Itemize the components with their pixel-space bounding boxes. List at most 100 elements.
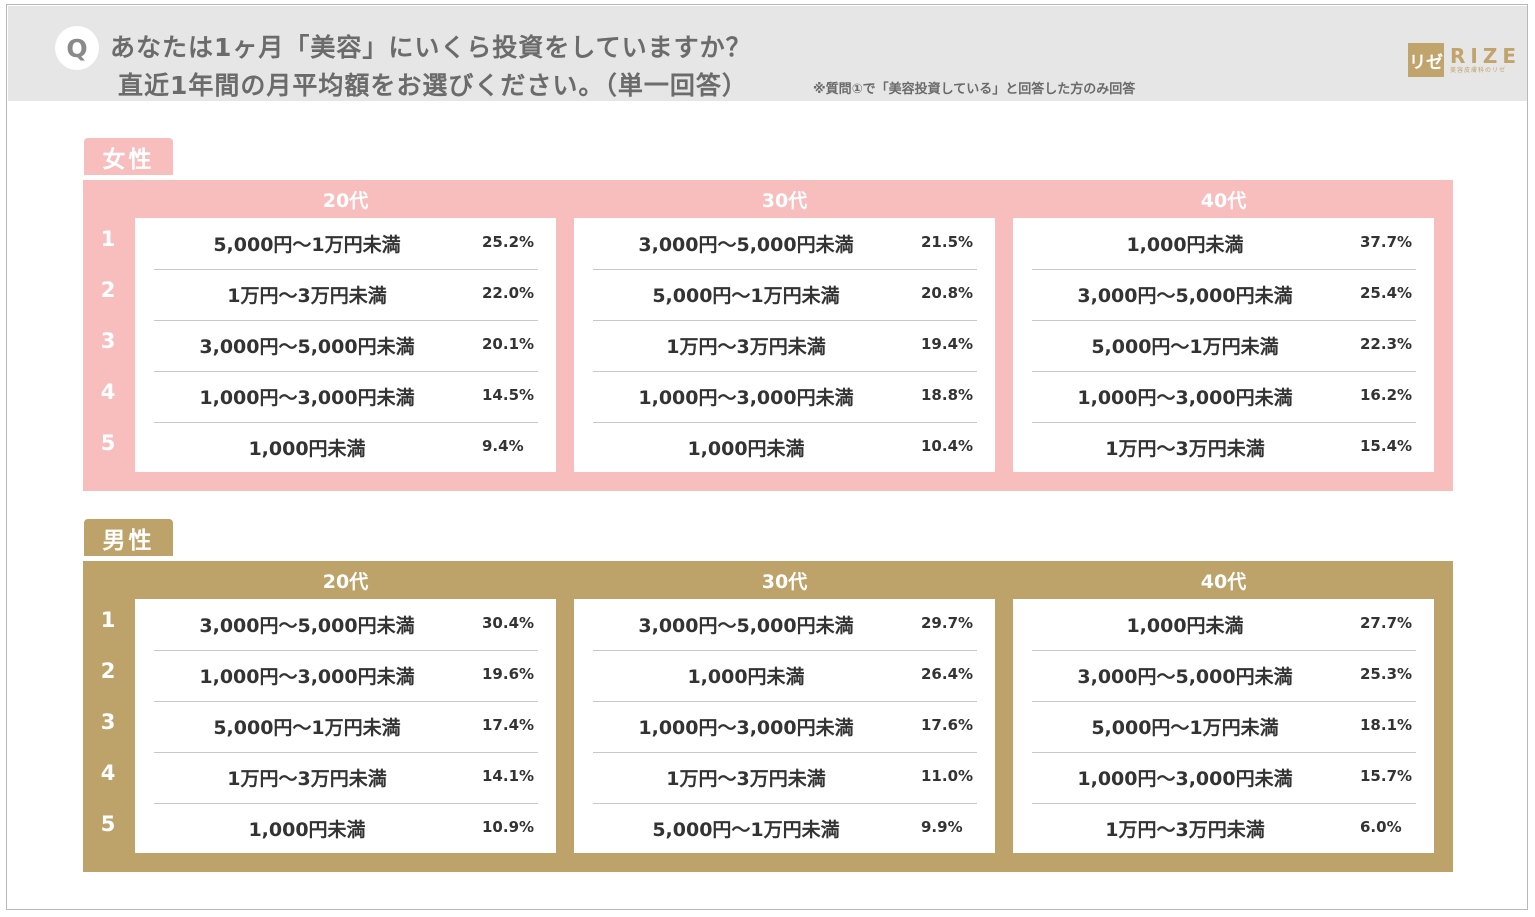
amount-label: 5,000円～1万円未満	[1091, 336, 1279, 358]
percent-value: 22.3%	[1360, 335, 1413, 353]
ranking-block: 1 2 3 4 5 20代 5,000円～1万円未満 25.2% 1万円～3万円未満 22.0% 3…	[83, 180, 1453, 491]
percent-value: 14.1%	[482, 767, 535, 785]
amount-label: 5,000円～1万円未満	[652, 819, 840, 841]
rank-number: 3	[100, 329, 116, 353]
table-row: 1万円～3万円未満 15.4%	[1032, 422, 1416, 473]
amount-label: 5,000円～1万円未満	[1091, 717, 1279, 739]
percent-value: 14.5%	[482, 386, 535, 404]
amount-label: 5,000円～1万円未満	[213, 717, 401, 739]
table-row: 1,000円～3,000円未満 16.2%	[1032, 371, 1416, 423]
table-row: 5,000円～1万円未満 20.8%	[593, 269, 977, 321]
age-group-header: 40代	[1200, 190, 1247, 212]
amount-label: 1万円～3万円未満	[666, 768, 826, 790]
percent-value: 25.3%	[1360, 665, 1413, 683]
age-group-header: 40代	[1200, 571, 1247, 593]
table-row: 1,000円未満 10.9%	[154, 803, 538, 854]
amount-label: 3,000円～5,000円未満	[638, 234, 854, 256]
age-group-header: 30代	[761, 190, 808, 212]
percent-value: 17.4%	[482, 716, 535, 734]
rank-number: 2	[100, 659, 116, 683]
amount-label: 1,000円未満	[1126, 615, 1244, 637]
percent-value: 25.4%	[1360, 284, 1413, 302]
table-row: 1,000円～3,000円未満 18.8%	[593, 371, 977, 423]
percent-value: 9.9%	[921, 818, 963, 836]
age-group-header: 30代	[761, 571, 808, 593]
table-row: 1,000円未満 26.4%	[593, 650, 977, 702]
percent-value: 30.4%	[482, 614, 535, 632]
rank-number: 5	[100, 812, 116, 836]
question-note: ※質問①で「美容投資している」と回答した方のみ回答	[813, 82, 1136, 97]
table-row: 1,000円未満 27.7%	[1032, 599, 1416, 651]
percent-value: 18.1%	[1360, 716, 1413, 734]
amount-label: 1万円～3万円未満	[666, 336, 826, 358]
amount-label: 1,000円未満	[248, 819, 366, 841]
ranking-panel: 1,000円未満 37.7% 3,000円～5,000円未満 25.4% 5,000円～…	[1013, 218, 1434, 472]
table-row: 1万円～3万円未満 14.1%	[154, 752, 538, 804]
section-tag: 女性	[84, 138, 173, 175]
rank-number: 2	[100, 278, 116, 302]
table-row: 1,000円未満 9.4%	[154, 422, 538, 473]
table-row: 1,000円未満 37.7%	[1032, 218, 1416, 270]
logo-word: RIZE	[1450, 44, 1522, 68]
table-row: 3,000円～5,000円未満 20.1%	[154, 320, 538, 372]
age-group-header: 20代	[322, 190, 369, 212]
amount-label: 1万円～3万円未満	[1105, 819, 1265, 841]
amount-label: 1,000円未満	[687, 438, 805, 460]
percent-value: 10.9%	[482, 818, 535, 836]
table-row: 3,000円～5,000円未満 30.4%	[154, 599, 538, 651]
percent-value: 15.4%	[1360, 437, 1413, 455]
amount-label: 1,000円未満	[1126, 234, 1244, 256]
rize-logo: リゼ RIZE 美容皮膚科のリゼ	[1408, 43, 1521, 77]
age-group-header: 20代	[322, 571, 369, 593]
logo-subtitle: 美容皮膚科のリゼ	[1450, 67, 1507, 74]
percent-value: 21.5%	[921, 233, 974, 251]
percent-value: 9.4%	[482, 437, 524, 455]
table-row: 1,000円未満 10.4%	[593, 422, 977, 473]
rank-number: 4	[100, 380, 116, 404]
table-row: 5,000円～1万円未満 22.3%	[1032, 320, 1416, 372]
amount-label: 5,000円～1万円未満	[652, 285, 840, 307]
percent-value: 10.4%	[921, 437, 974, 455]
table-row: 3,000円～5,000円未満 29.7%	[593, 599, 977, 651]
table-row: 5,000円～1万円未満 25.2%	[154, 218, 538, 270]
percent-value: 19.6%	[482, 665, 535, 683]
amount-label: 3,000円～5,000円未満	[1077, 666, 1293, 688]
percent-value: 37.7%	[1360, 233, 1413, 251]
amount-label: 1,000円～3,000円未満	[638, 387, 854, 409]
amount-label: 3,000円～5,000円未満	[199, 336, 415, 358]
section-tag: 男性	[84, 519, 173, 556]
percent-value: 22.0%	[482, 284, 535, 302]
table-row: 3,000円～5,000円未満 25.4%	[1032, 269, 1416, 321]
question-line-2: 直近1年間の月平均額をお選びください。（単一回答）	[118, 71, 748, 100]
table-row: 1万円～3万円未満 22.0%	[154, 269, 538, 321]
percent-value: 26.4%	[921, 665, 974, 683]
rank-number: 5	[100, 431, 116, 455]
table-row: 3,000円～5,000円未満 21.5%	[593, 218, 977, 270]
ranking-panel: 1,000円未満 27.7% 3,000円～5,000円未満 25.3% 5,000円～…	[1013, 599, 1434, 853]
amount-label: 3,000円～5,000円未満	[638, 615, 854, 637]
rank-number: 1	[100, 608, 116, 632]
ranking-panel: 3,000円～5,000円未満 21.5% 5,000円～1万円未満 20.8% 1万円…	[574, 218, 995, 472]
rank-number: 1	[100, 227, 116, 251]
table-row: 1,000円～3,000円未満 15.7%	[1032, 752, 1416, 804]
amount-label: 1,000円～3,000円未満	[199, 666, 415, 688]
percent-value: 17.6%	[921, 716, 974, 734]
percent-value: 6.0%	[1360, 818, 1402, 836]
table-row: 1,000円～3,000円未満 19.6%	[154, 650, 538, 702]
table-row: 1万円～3万円未満 6.0%	[1032, 803, 1416, 854]
amount-label: 1万円～3万円未満	[227, 285, 387, 307]
logo-mark: リゼ	[1408, 43, 1444, 77]
q-badge: Q	[55, 26, 99, 70]
amount-label: 1,000円～3,000円未満	[1077, 387, 1293, 409]
question-line-1: あなたは1ヶ月「美容」にいくら投資をしていますか？	[110, 33, 752, 62]
ranking-panel: 3,000円～5,000円未満 29.7% 1,000円未満 26.4% 1,000円～…	[574, 599, 995, 853]
rank-number: 3	[100, 710, 116, 734]
table-row: 5,000円～1万円未満 18.1%	[1032, 701, 1416, 753]
percent-value: 16.2%	[1360, 386, 1413, 404]
rank-number: 4	[100, 761, 116, 785]
percent-value: 18.8%	[921, 386, 974, 404]
percent-value: 20.1%	[482, 335, 535, 353]
amount-label: 5,000円～1万円未満	[213, 234, 401, 256]
amount-label: 1,000円未満	[248, 438, 366, 460]
amount-label: 1,000円～3,000円未満	[1077, 768, 1293, 790]
